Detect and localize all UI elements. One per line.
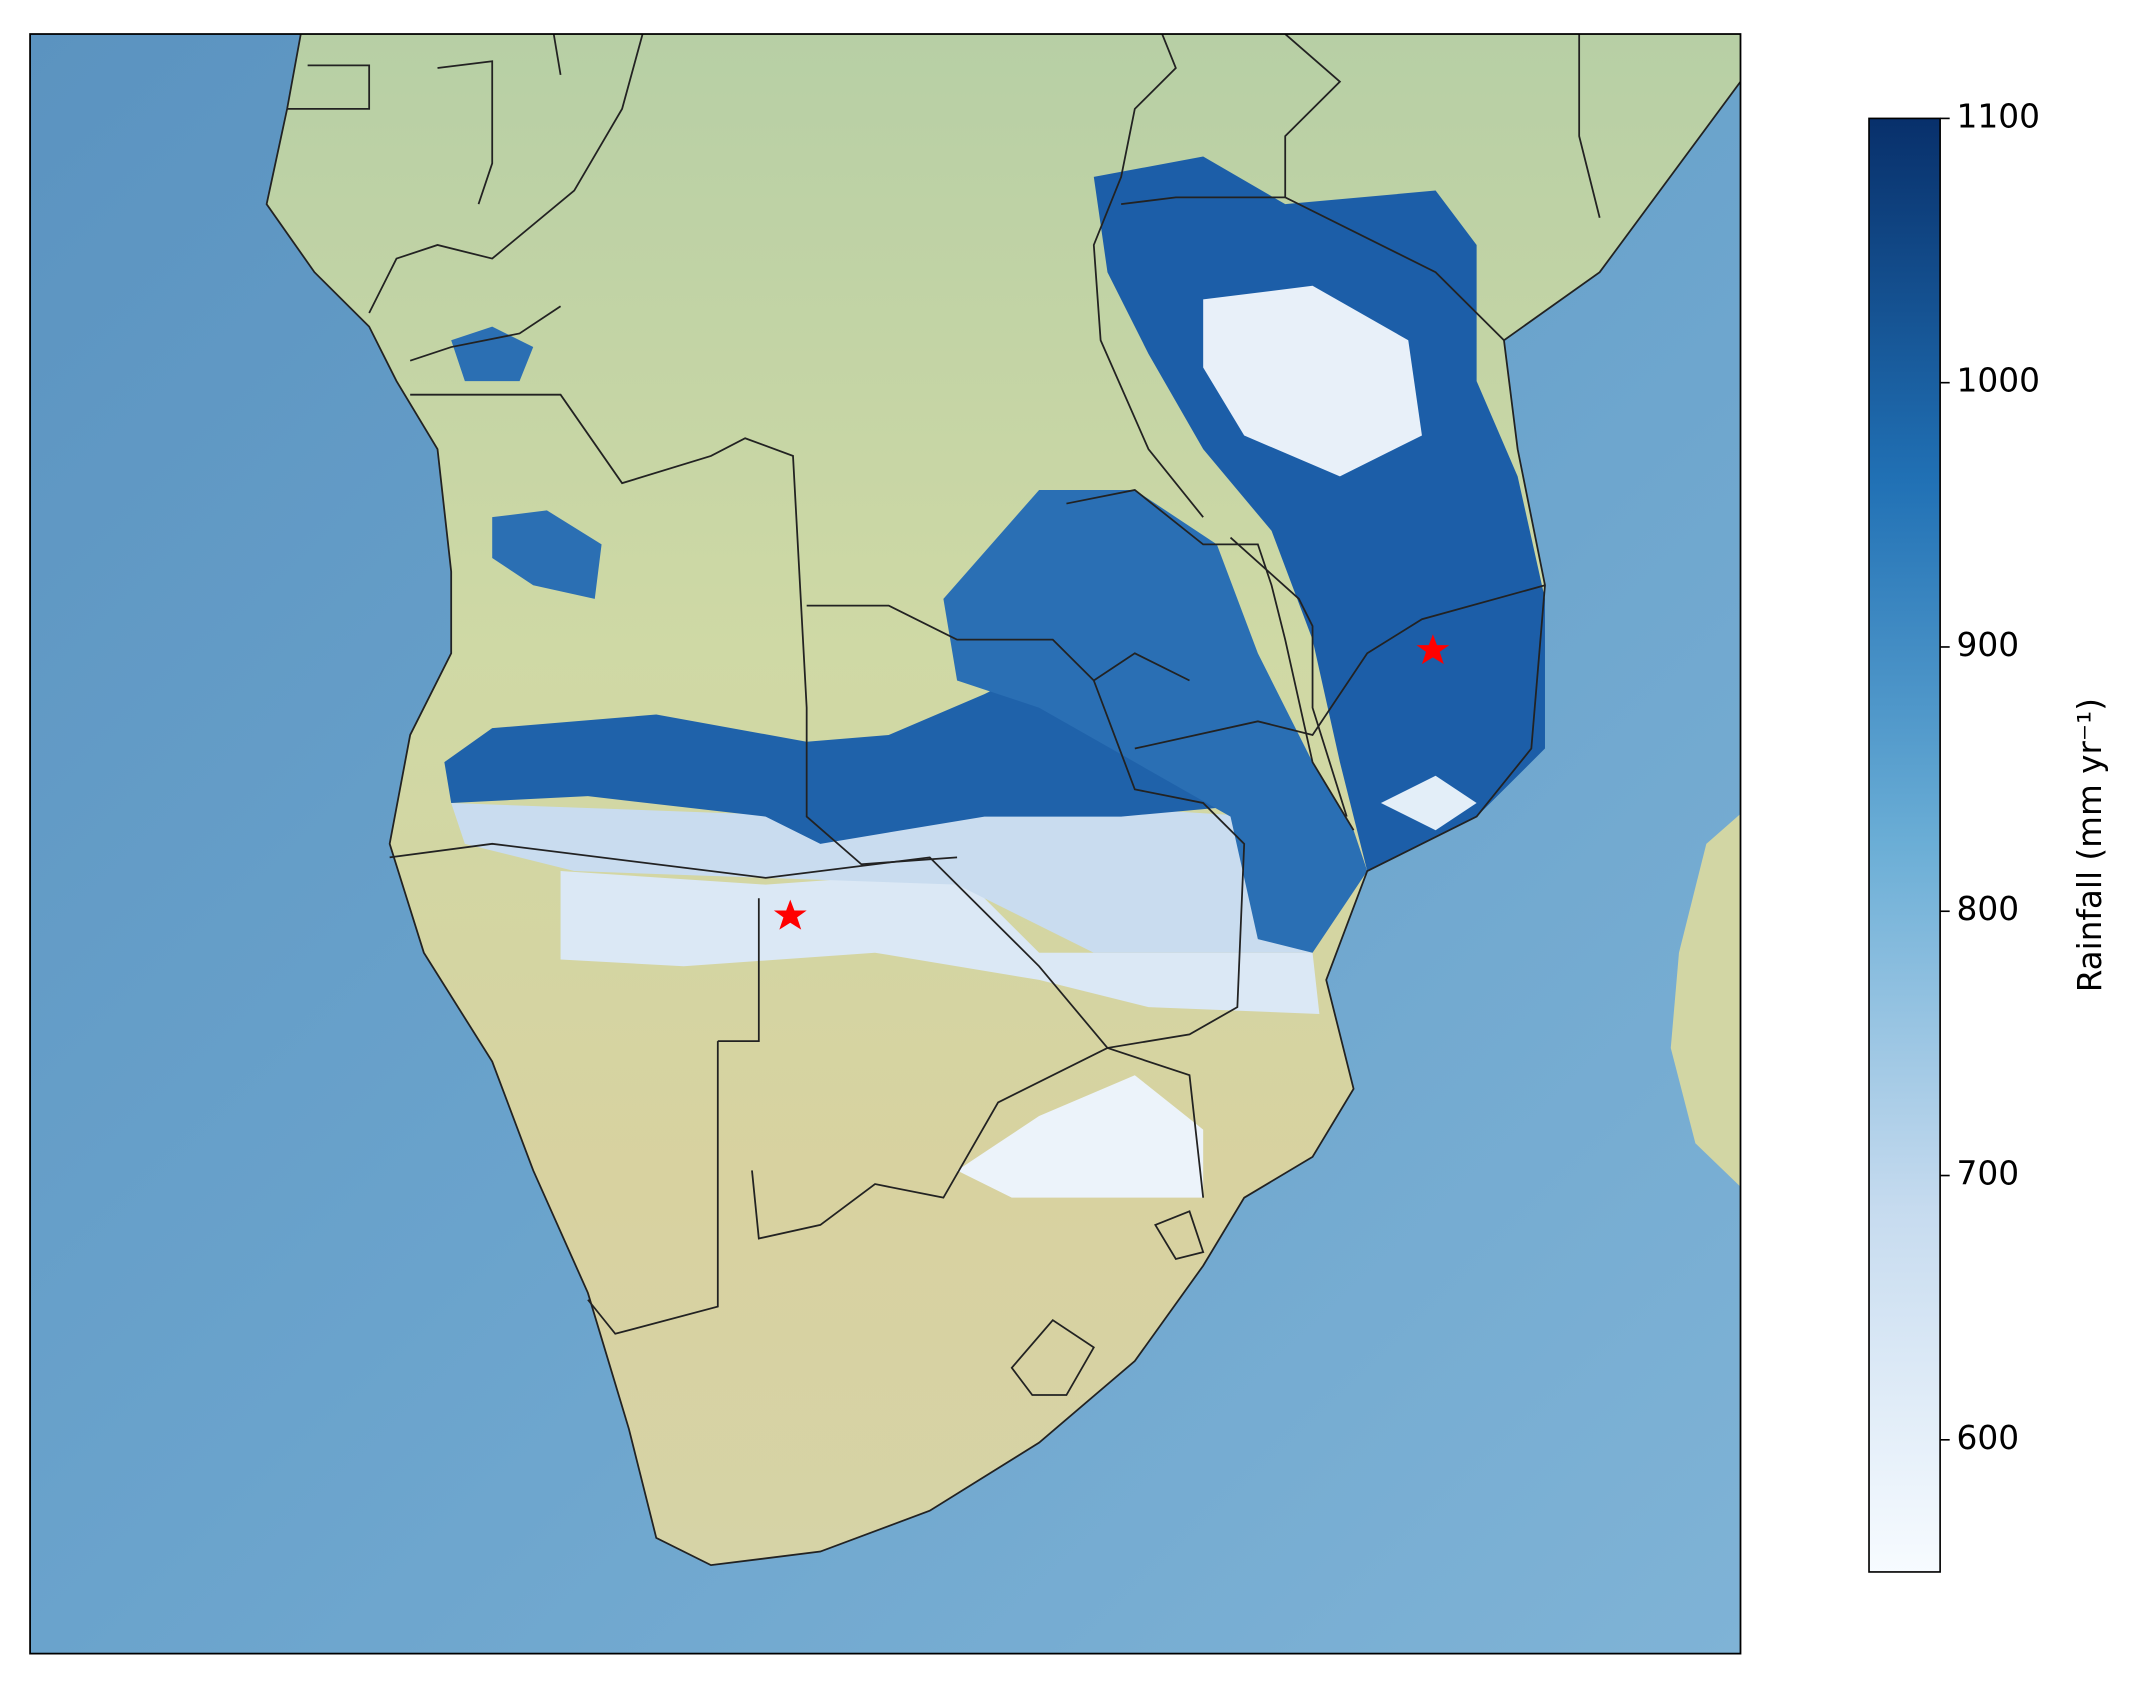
colorbar: 600 700 800 900 1000 1100 Rainfall (mm yr⁻¹): [1868, 97, 2109, 1573]
site-markers: [773, 634, 1450, 930]
colorbar-tick-label: 900: [1957, 626, 2020, 664]
site-star: [773, 899, 807, 930]
colorbar-tick-label: 600: [1957, 1419, 2020, 1457]
colorbar-label: Rainfall (mm yr⁻¹): [2071, 698, 2109, 992]
map: [30, 34, 1741, 1654]
madagascar: [1670, 813, 1741, 1187]
colorbar-tick-label: 1000: [1957, 362, 2040, 400]
map-frame: [29, 33, 1742, 1655]
colorbar-tick-label: 1100: [1957, 97, 2040, 135]
rainfall-field: [444, 156, 1545, 1198]
colorbar-tick-label: 700: [1957, 1155, 2020, 1193]
country-borders: [265, 34, 1741, 1567]
colorbar-gradient: [1868, 117, 1941, 1573]
site-star: [1416, 634, 1450, 665]
colorbar-tick-label: 800: [1957, 890, 2020, 928]
